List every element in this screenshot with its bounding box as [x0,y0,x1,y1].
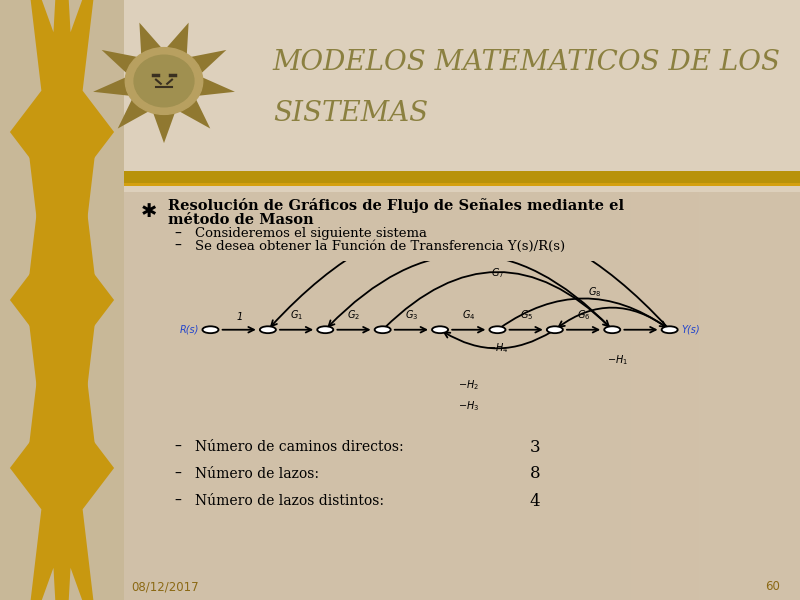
Circle shape [547,326,563,333]
Bar [530,0,563,600]
Bar [226,0,259,600]
Text: $G_6$: $G_6$ [577,308,590,322]
Bar [124,0,158,600]
Bar [326,0,361,600]
Text: Consideremos el siguiente sistema: Consideremos el siguiente sistema [195,227,427,241]
Circle shape [432,326,448,333]
Bar [597,0,631,600]
Text: 8: 8 [530,466,540,482]
FancyArrowPatch shape [329,255,610,328]
Text: $G_4$: $G_4$ [462,308,475,322]
Polygon shape [10,0,114,384]
Text: 3: 3 [530,439,540,455]
Text: Y(s): Y(s) [681,325,700,335]
Bar [462,0,496,600]
Text: Número de lazos:: Número de lazos: [195,467,319,481]
Text: $G_8$: $G_8$ [588,285,602,299]
FancyArrowPatch shape [558,308,667,328]
Text: Número de caminos directos:: Número de caminos directos: [195,440,404,454]
Bar [124,171,800,183]
Circle shape [202,326,218,333]
Text: $-H_2$: $-H_2$ [458,378,479,392]
Text: 4: 4 [530,493,540,509]
Text: ✱: ✱ [141,202,158,221]
Bar [733,0,766,600]
Circle shape [374,326,390,333]
Text: –: – [174,494,182,508]
Circle shape [126,47,202,115]
Text: método de Mason: método de Mason [168,213,314,227]
Text: $-H_3$: $-H_3$ [458,399,479,413]
Text: Resolución de Gráficos de Flujo de Señales mediante el: Resolución de Gráficos de Flujo de Señal… [168,198,624,213]
Bar [766,0,800,600]
Text: $-H_1$: $-H_1$ [607,353,629,367]
Text: –: – [174,227,182,241]
Bar [631,0,665,600]
FancyArrowPatch shape [385,272,609,328]
Bar [124,183,800,186]
Bar [563,0,598,600]
FancyArrowPatch shape [271,219,668,328]
Bar [192,0,226,600]
Text: $G_1$: $G_1$ [290,308,303,322]
Polygon shape [10,216,114,600]
Bar [259,0,293,600]
Text: –: – [174,467,182,481]
Text: 1: 1 [236,312,242,322]
Text: R(s): R(s) [180,325,199,335]
Text: 08/12/2017: 08/12/2017 [130,580,198,593]
Bar [361,0,394,600]
Text: 60: 60 [765,580,780,593]
Circle shape [604,326,620,333]
Bar [496,0,530,600]
Bar [293,0,327,600]
Text: SISTEMAS: SISTEMAS [273,100,428,127]
Circle shape [490,326,506,333]
Text: $-H_4$: $-H_4$ [486,341,508,355]
FancyArrowPatch shape [444,331,553,349]
Text: $G_7$: $G_7$ [491,266,504,280]
Text: –: – [174,440,182,454]
Text: $G_2$: $G_2$ [347,308,361,322]
Text: $G_5$: $G_5$ [519,308,533,322]
Circle shape [662,326,678,333]
Bar [394,0,428,600]
FancyArrowPatch shape [500,298,666,328]
Text: $G_3$: $G_3$ [405,308,418,322]
Bar [428,0,462,600]
Polygon shape [10,48,114,552]
Bar [158,0,192,600]
Bar [124,0,800,192]
Text: –: – [174,239,182,253]
Circle shape [134,55,194,107]
Text: Se desea obtener la Función de Transferencia Y(s)/R(s): Se desea obtener la Función de Transfere… [195,239,565,253]
Circle shape [318,326,334,333]
Polygon shape [93,23,235,143]
Circle shape [260,326,276,333]
Text: MODELOS MATEMATICOS DE LOS: MODELOS MATEMATICOS DE LOS [273,49,781,76]
Bar [698,0,733,600]
Text: Número de lazos distintos:: Número de lazos distintos: [195,494,384,508]
Bar [665,0,698,600]
